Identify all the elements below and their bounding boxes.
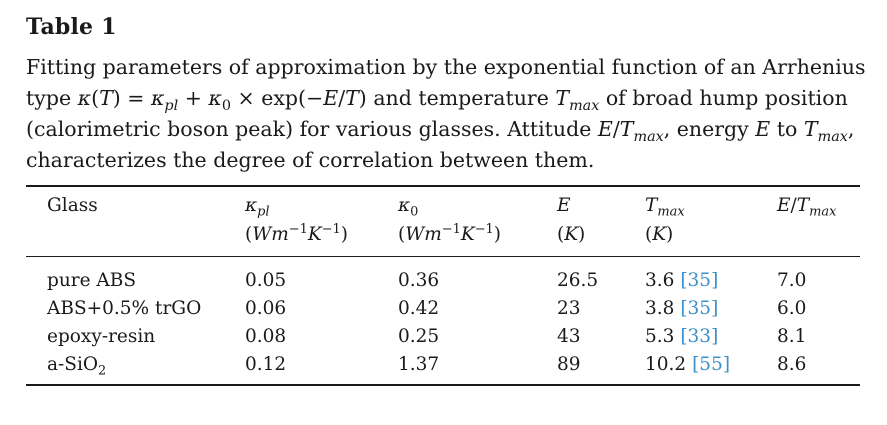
header-kappa-pl-unit: (Wm−1K−1) bbox=[245, 221, 348, 245]
cell-energy: 43 bbox=[557, 326, 581, 347]
caption-formula: κ(T) = κpl + κ0 × exp(−E/T) bbox=[77, 86, 374, 115]
caption-middle3: , energy bbox=[663, 117, 749, 141]
header-energy-unit: (K) bbox=[557, 224, 586, 245]
caption-to: to bbox=[776, 117, 798, 141]
citation-link[interactable]: [55] bbox=[692, 354, 731, 375]
caption-tmax-2: Tmax bbox=[803, 117, 848, 146]
table-caption: Fitting parameters of approximation by t… bbox=[26, 55, 866, 172]
cell-kappa-0: 0.25 bbox=[398, 326, 440, 347]
top-rule bbox=[26, 185, 860, 187]
caption-middle: and temperature bbox=[373, 86, 549, 110]
header-glass: Glass bbox=[47, 195, 98, 216]
cell-energy: 23 bbox=[557, 298, 581, 319]
header-kappa-pl: κpl (Wm−1K−1) bbox=[245, 195, 348, 245]
cell-ratio: 7.0 bbox=[777, 270, 807, 291]
citation-link[interactable]: [35] bbox=[680, 298, 719, 319]
header-kappa-0-unit: (Wm−1K−1) bbox=[398, 221, 501, 245]
cell-tmax: 3.8 [35] bbox=[645, 298, 719, 319]
cell-glass: ABS+0.5% trGO bbox=[47, 298, 202, 319]
caption-intro: Fitting parameters of approximation by t… bbox=[26, 55, 866, 110]
cell-tmax: 5.3 [33] bbox=[645, 326, 719, 347]
cell-kappa-0: 0.42 bbox=[398, 298, 440, 319]
cell-kappa-pl: 0.08 bbox=[245, 326, 287, 347]
cell-kappa-0: 1.37 bbox=[398, 354, 440, 375]
cell-ratio: 6.0 bbox=[777, 298, 807, 319]
header-energy: E (K) bbox=[557, 195, 586, 245]
cell-glass: epoxy-resin bbox=[47, 326, 156, 347]
table-label: Table 1 bbox=[26, 14, 117, 40]
cell-kappa-pl: 0.05 bbox=[245, 270, 287, 291]
cell-kappa-0: 0.36 bbox=[398, 270, 440, 291]
header-rule bbox=[26, 256, 860, 257]
cell-ratio: 8.1 bbox=[777, 326, 807, 347]
cell-tmax: 10.2 [55] bbox=[645, 354, 731, 375]
caption-energy-symbol: E bbox=[755, 117, 771, 141]
citation-link[interactable]: [35] bbox=[680, 270, 719, 291]
cell-glass: a-SiO2 bbox=[47, 354, 107, 379]
cell-energy: 89 bbox=[557, 354, 581, 375]
cell-glass: pure ABS bbox=[47, 270, 137, 291]
header-ratio: E/Tmax bbox=[777, 195, 837, 220]
caption-end: characterizes the degree of correlation … bbox=[26, 148, 595, 172]
cell-tmax: 3.6 [35] bbox=[645, 270, 719, 291]
header-kappa-0: κ0 (Wm−1K−1) bbox=[398, 195, 501, 245]
caption-ratio: E bbox=[597, 117, 613, 141]
caption-tmax: Tmax bbox=[555, 86, 600, 115]
cell-kappa-pl: 0.12 bbox=[245, 354, 287, 375]
header-tmax: Tmax (K) bbox=[645, 195, 685, 245]
cell-energy: 26.5 bbox=[557, 270, 599, 291]
citation-link[interactable]: [33] bbox=[680, 326, 719, 347]
caption-middle2: of broad hump position (calorimetric bos… bbox=[26, 86, 848, 141]
cell-ratio: 8.6 bbox=[777, 354, 807, 375]
header-tmax-unit: (K) bbox=[645, 224, 674, 245]
cell-kappa-pl: 0.06 bbox=[245, 298, 287, 319]
bottom-rule bbox=[26, 384, 860, 386]
